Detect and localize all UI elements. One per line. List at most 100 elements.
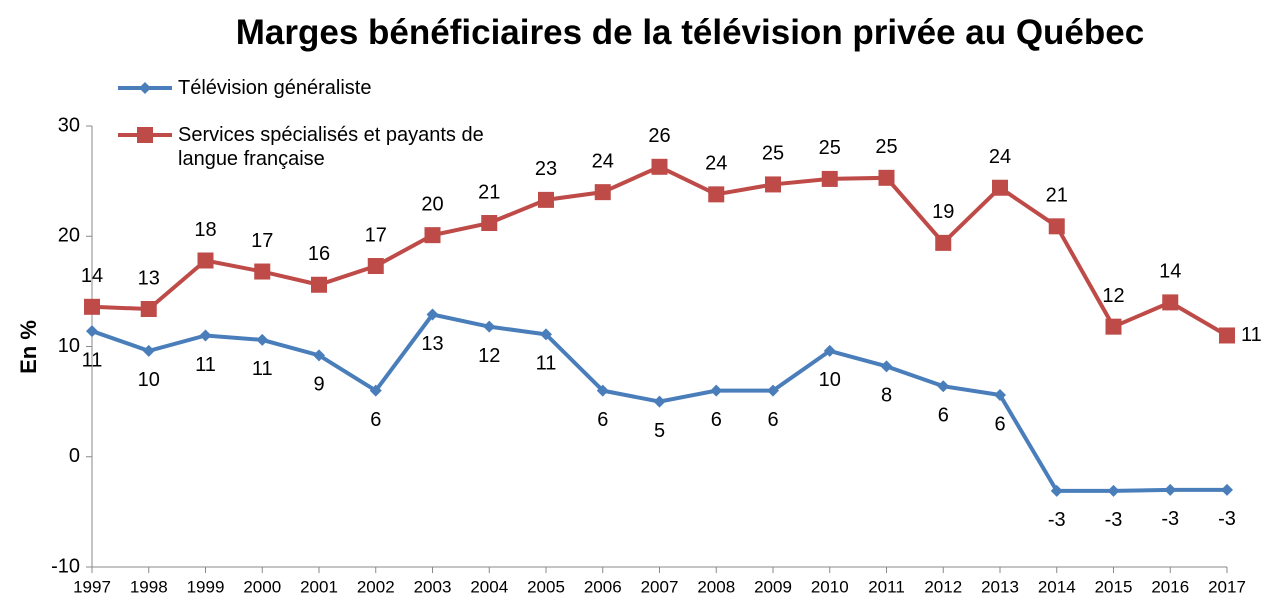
data-label: 6 [597, 409, 608, 431]
marker [1219, 327, 1235, 344]
data-label: -3 [1161, 508, 1179, 530]
marker [767, 384, 779, 397]
marker [483, 320, 496, 333]
marker [424, 227, 441, 244]
x-tick-label: 1998 [130, 577, 168, 596]
x-tick-label: 2017 [1208, 577, 1246, 596]
data-label: -3 [1048, 509, 1066, 531]
data-label: 23 [535, 158, 557, 180]
data-label: 26 [648, 125, 670, 147]
marker [935, 234, 952, 251]
data-label: 9 [313, 374, 324, 396]
data-label: 5 [654, 420, 665, 442]
marker [1164, 483, 1177, 496]
data-label: 25 [762, 143, 784, 165]
x-tick-label: 1997 [73, 577, 111, 596]
data-label: 6 [994, 413, 1005, 435]
chart-title: Marges bénéficiaires de la télévision pr… [235, 13, 1145, 52]
data-label: 17 [251, 230, 273, 252]
marker [823, 344, 836, 357]
data-label: 18 [194, 219, 216, 241]
data-label: 25 [819, 137, 841, 159]
data-label: 8 [881, 385, 892, 407]
x-tick-label: 2013 [981, 577, 1019, 596]
data-label: 14 [1159, 261, 1181, 283]
data-label: 16 [308, 243, 330, 265]
data-label: 24 [592, 150, 614, 172]
marker [1221, 483, 1233, 496]
marker [256, 333, 269, 346]
marker [481, 215, 498, 232]
data-label: 17 [365, 224, 387, 246]
marker [142, 344, 155, 357]
marker [369, 384, 382, 397]
data-label: 6 [370, 409, 381, 431]
y-tick-label: 10 [58, 335, 80, 357]
marker [139, 82, 151, 94]
x-tick-label: 2001 [300, 577, 338, 596]
data-label: 24 [989, 146, 1011, 168]
marker [137, 127, 153, 143]
x-tick-label: 2014 [1038, 577, 1076, 596]
marker [821, 170, 838, 187]
series: 14 13 18 17 16 17 20 21 23 24 26 24 25 25 25 19 24 21 12 14… [81, 125, 1262, 346]
marker [84, 298, 100, 315]
marker [651, 158, 668, 175]
x-tick-label: 2011 [868, 577, 905, 596]
marker [540, 328, 552, 341]
data-label: 6 [767, 409, 778, 431]
marker [710, 384, 723, 397]
data-label: 25 [875, 136, 897, 158]
data-label: 6 [938, 404, 949, 426]
data-label: 11 [536, 353, 557, 375]
marker [653, 395, 666, 408]
marker [765, 176, 781, 193]
x-tick-label: 2010 [811, 577, 849, 596]
marker [199, 329, 212, 342]
marker [367, 258, 384, 275]
x-tick-label: 2003 [414, 577, 452, 596]
data-label: -3 [1105, 509, 1123, 531]
data-label: 11 [82, 349, 103, 371]
series: 11 10 11 11 9 6 13 12 11 6 5 6 6 10 8 6 6 -3 -3 -3 -3 [82, 308, 1236, 531]
marker [1162, 294, 1179, 311]
x-tick-label: 2009 [754, 577, 792, 596]
x-tick-label: 2002 [357, 577, 395, 596]
marker [197, 252, 214, 269]
data-label: 21 [1046, 185, 1068, 207]
marker [992, 179, 1008, 196]
x-tick-label: 2016 [1151, 577, 1189, 596]
marker [708, 186, 725, 203]
marker [596, 384, 609, 397]
data-label: 11 [195, 354, 216, 376]
x-tick-label: 2004 [470, 577, 508, 596]
marker [311, 276, 327, 293]
data-label: 13 [138, 267, 160, 289]
x-tick-label: 2008 [697, 577, 735, 596]
marker [1050, 484, 1063, 497]
marker [140, 301, 157, 318]
data-label: 12 [478, 345, 500, 367]
y-tick-label: 20 [58, 225, 80, 247]
x-tick-label: 2015 [1095, 577, 1133, 596]
x-tick-label: 2007 [641, 577, 679, 596]
data-label: 10 [819, 369, 841, 391]
marker [86, 325, 98, 338]
data-label: 19 [932, 201, 954, 223]
marker [880, 360, 893, 373]
x-tick-label: 1999 [187, 577, 225, 596]
data-label: 20 [421, 193, 443, 215]
legend-label: Télévision généraliste [178, 77, 372, 99]
data-label: 24 [705, 153, 727, 175]
data-label: 11 [252, 358, 273, 380]
legend-label: Services spécialisés et payants de langu… [178, 124, 484, 170]
y-tick-label: -10 [51, 555, 80, 577]
marker [594, 184, 611, 201]
marker [254, 263, 271, 280]
y-axis-label: En % [16, 320, 41, 374]
marker [313, 349, 325, 362]
marker [878, 169, 895, 186]
marker [994, 389, 1006, 402]
